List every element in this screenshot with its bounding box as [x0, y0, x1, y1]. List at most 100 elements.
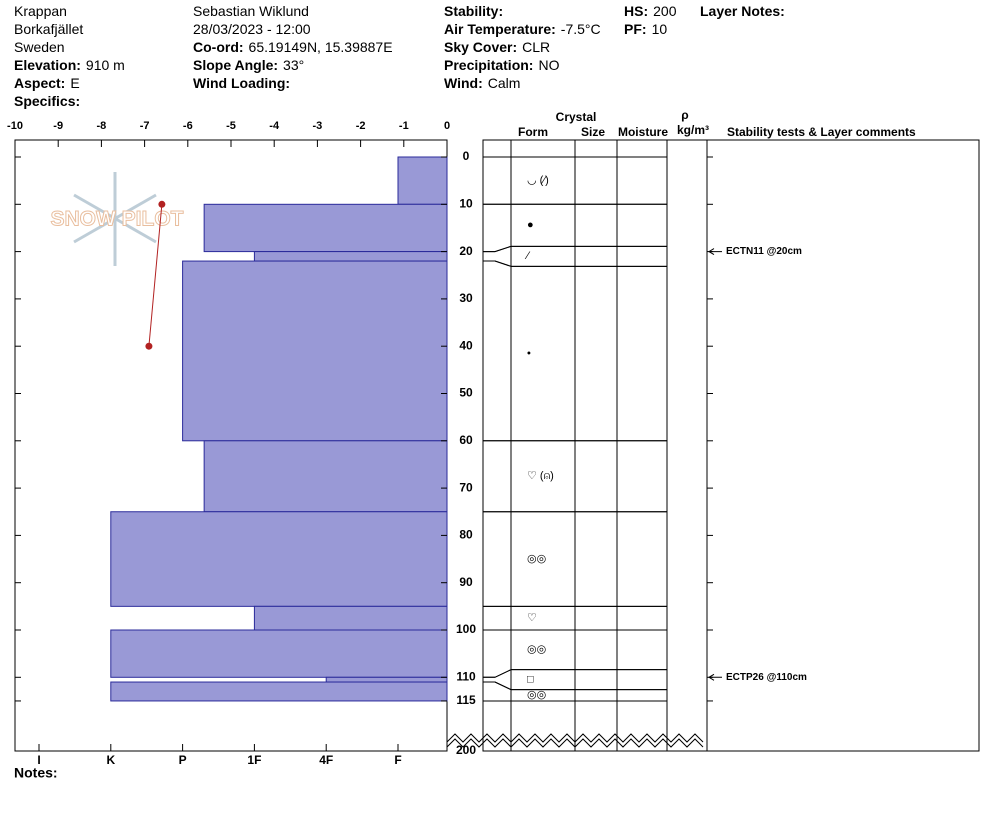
- grain-form: •: [527, 347, 531, 359]
- depth-tick-label: 30: [459, 291, 473, 305]
- header-field: Layer Notes:: [700, 3, 785, 19]
- grain-form: ◡ (⁄): [527, 175, 549, 187]
- grain-form: ◎◎: [527, 689, 546, 701]
- header-field: Slope Angle: 33°: [193, 57, 304, 73]
- depth-tick-label: 60: [459, 433, 473, 447]
- hardness-tick-label: K: [106, 753, 115, 767]
- field-value: Calm: [488, 75, 521, 91]
- field-value: -7.5°C: [561, 21, 601, 37]
- field-label: Air Temperature:: [444, 21, 556, 37]
- field-label: Slope Angle:: [193, 57, 278, 73]
- grain-form: ♡ (⍝): [527, 470, 554, 482]
- field-value: Sweden: [14, 39, 65, 55]
- field-value: 10: [652, 21, 668, 37]
- field-value: CLR: [522, 39, 550, 55]
- layer-connector: [483, 245, 512, 253]
- header-field: PF: 10: [624, 21, 667, 37]
- layer-connector: [483, 669, 512, 678]
- header-field: Krappan: [14, 3, 67, 19]
- field-value: Borkafjället: [14, 21, 83, 37]
- depth-tick-label: 110: [456, 669, 476, 683]
- test-label: ECTP26 @110cm: [726, 672, 807, 683]
- temperature-line: [148, 204, 163, 347]
- logo-text: SNOW PILOT: [51, 208, 184, 231]
- temperature-tick-label: 0: [444, 120, 450, 132]
- field-value: E: [70, 75, 79, 91]
- column-header: Form: [518, 125, 548, 139]
- field-label: Co-ord:: [193, 39, 244, 55]
- header-field: Wind: Calm: [444, 75, 520, 91]
- logo: SNOW PILOT: [50, 172, 184, 266]
- table-frame: [482, 139, 980, 752]
- column-header: Stability tests & Layer comments: [727, 125, 916, 139]
- field-value: 65.19149N, 15.39887E: [249, 39, 393, 55]
- field-label: Sky Cover:: [444, 39, 517, 55]
- table-columns: [510, 140, 708, 751]
- snowflake: [73, 172, 157, 266]
- hardness-tick-label: 4F: [319, 753, 333, 767]
- depth-tick-label: 50: [459, 386, 473, 400]
- hardness-tick-label: F: [394, 753, 401, 767]
- hardness-bar: [203, 203, 448, 253]
- field-label: Wind Loading:: [193, 75, 290, 91]
- field-value: 28/03/2023 - 12:00: [193, 21, 311, 37]
- column-header: Crystal: [556, 110, 597, 124]
- header-field: Sweden: [14, 39, 65, 55]
- temperature-tick-label: -7: [140, 120, 150, 132]
- field-value: NO: [538, 57, 559, 73]
- test-arrow: [708, 248, 722, 256]
- grain-form: ◎◎: [527, 644, 546, 656]
- header-field: Specifics:: [14, 93, 80, 109]
- hardness-bar: [110, 681, 448, 702]
- header-field: Sebastian Wiklund: [193, 3, 309, 19]
- notes-label: Notes:: [14, 765, 58, 781]
- temperature-tick-label: -9: [53, 120, 63, 132]
- hardness-bar: [253, 605, 448, 631]
- field-value: 910 m: [86, 57, 125, 73]
- depth-tick-label: 100: [456, 622, 476, 636]
- column-headers: Crystal Form Size Moisture ρ kg/m³ Stabi…: [518, 108, 916, 139]
- field-value: 33°: [283, 57, 304, 73]
- field-label: PF:: [624, 21, 647, 37]
- depth-tick-label: 10: [459, 196, 473, 210]
- field-label: Elevation:: [14, 57, 81, 73]
- header-field: Aspect: E: [14, 75, 80, 91]
- temperature-tick-label: -6: [183, 120, 193, 132]
- hardness-bar: [253, 251, 448, 262]
- temperature-tick-label: -10: [7, 120, 23, 132]
- column-header: ρ: [681, 108, 688, 122]
- field-label: Layer Notes:: [700, 3, 785, 19]
- temperature-tick-label: -3: [313, 120, 323, 132]
- grain-form: □: [527, 674, 534, 686]
- header-field: Borkafjället: [14, 21, 83, 37]
- grain-form: ♡: [527, 612, 537, 624]
- depth-tick-label: 0: [463, 149, 470, 163]
- header-field: Sky Cover: CLR: [444, 39, 550, 55]
- temperature-tick-label: -1: [399, 120, 409, 132]
- field-label: Wind:: [444, 75, 483, 91]
- depth-tick-label: 40: [459, 338, 473, 352]
- header-field: Co-ord: 65.19149N, 15.39887E: [193, 39, 393, 55]
- grain-form: ●: [527, 219, 534, 231]
- depth-tick-label: 80: [459, 528, 473, 542]
- field-label: HS:: [624, 3, 648, 19]
- hardness-bar: [110, 511, 448, 607]
- header-field: Stability:: [444, 3, 503, 19]
- temperature-tick-label: -5: [226, 120, 236, 132]
- field-value: Krappan: [14, 3, 67, 19]
- column-header: Moisture: [618, 125, 668, 139]
- grain-form: ◎◎: [527, 553, 546, 565]
- layer-connector: [483, 681, 512, 691]
- field-label: Aspect:: [14, 75, 65, 91]
- header-field: HS: 200: [624, 3, 677, 19]
- header-field: Air Temperature: -7.5°C: [444, 21, 601, 37]
- hardness-bar: [397, 156, 448, 205]
- depth-tick-label: 20: [459, 244, 473, 258]
- hardness-bar: [182, 260, 448, 442]
- axis-break: [446, 738, 704, 748]
- temperature-point: [145, 342, 153, 350]
- field-label: Specifics:: [14, 93, 80, 109]
- field-label: Precipitation:: [444, 57, 533, 73]
- hardness-tick-label: 1F: [247, 753, 261, 767]
